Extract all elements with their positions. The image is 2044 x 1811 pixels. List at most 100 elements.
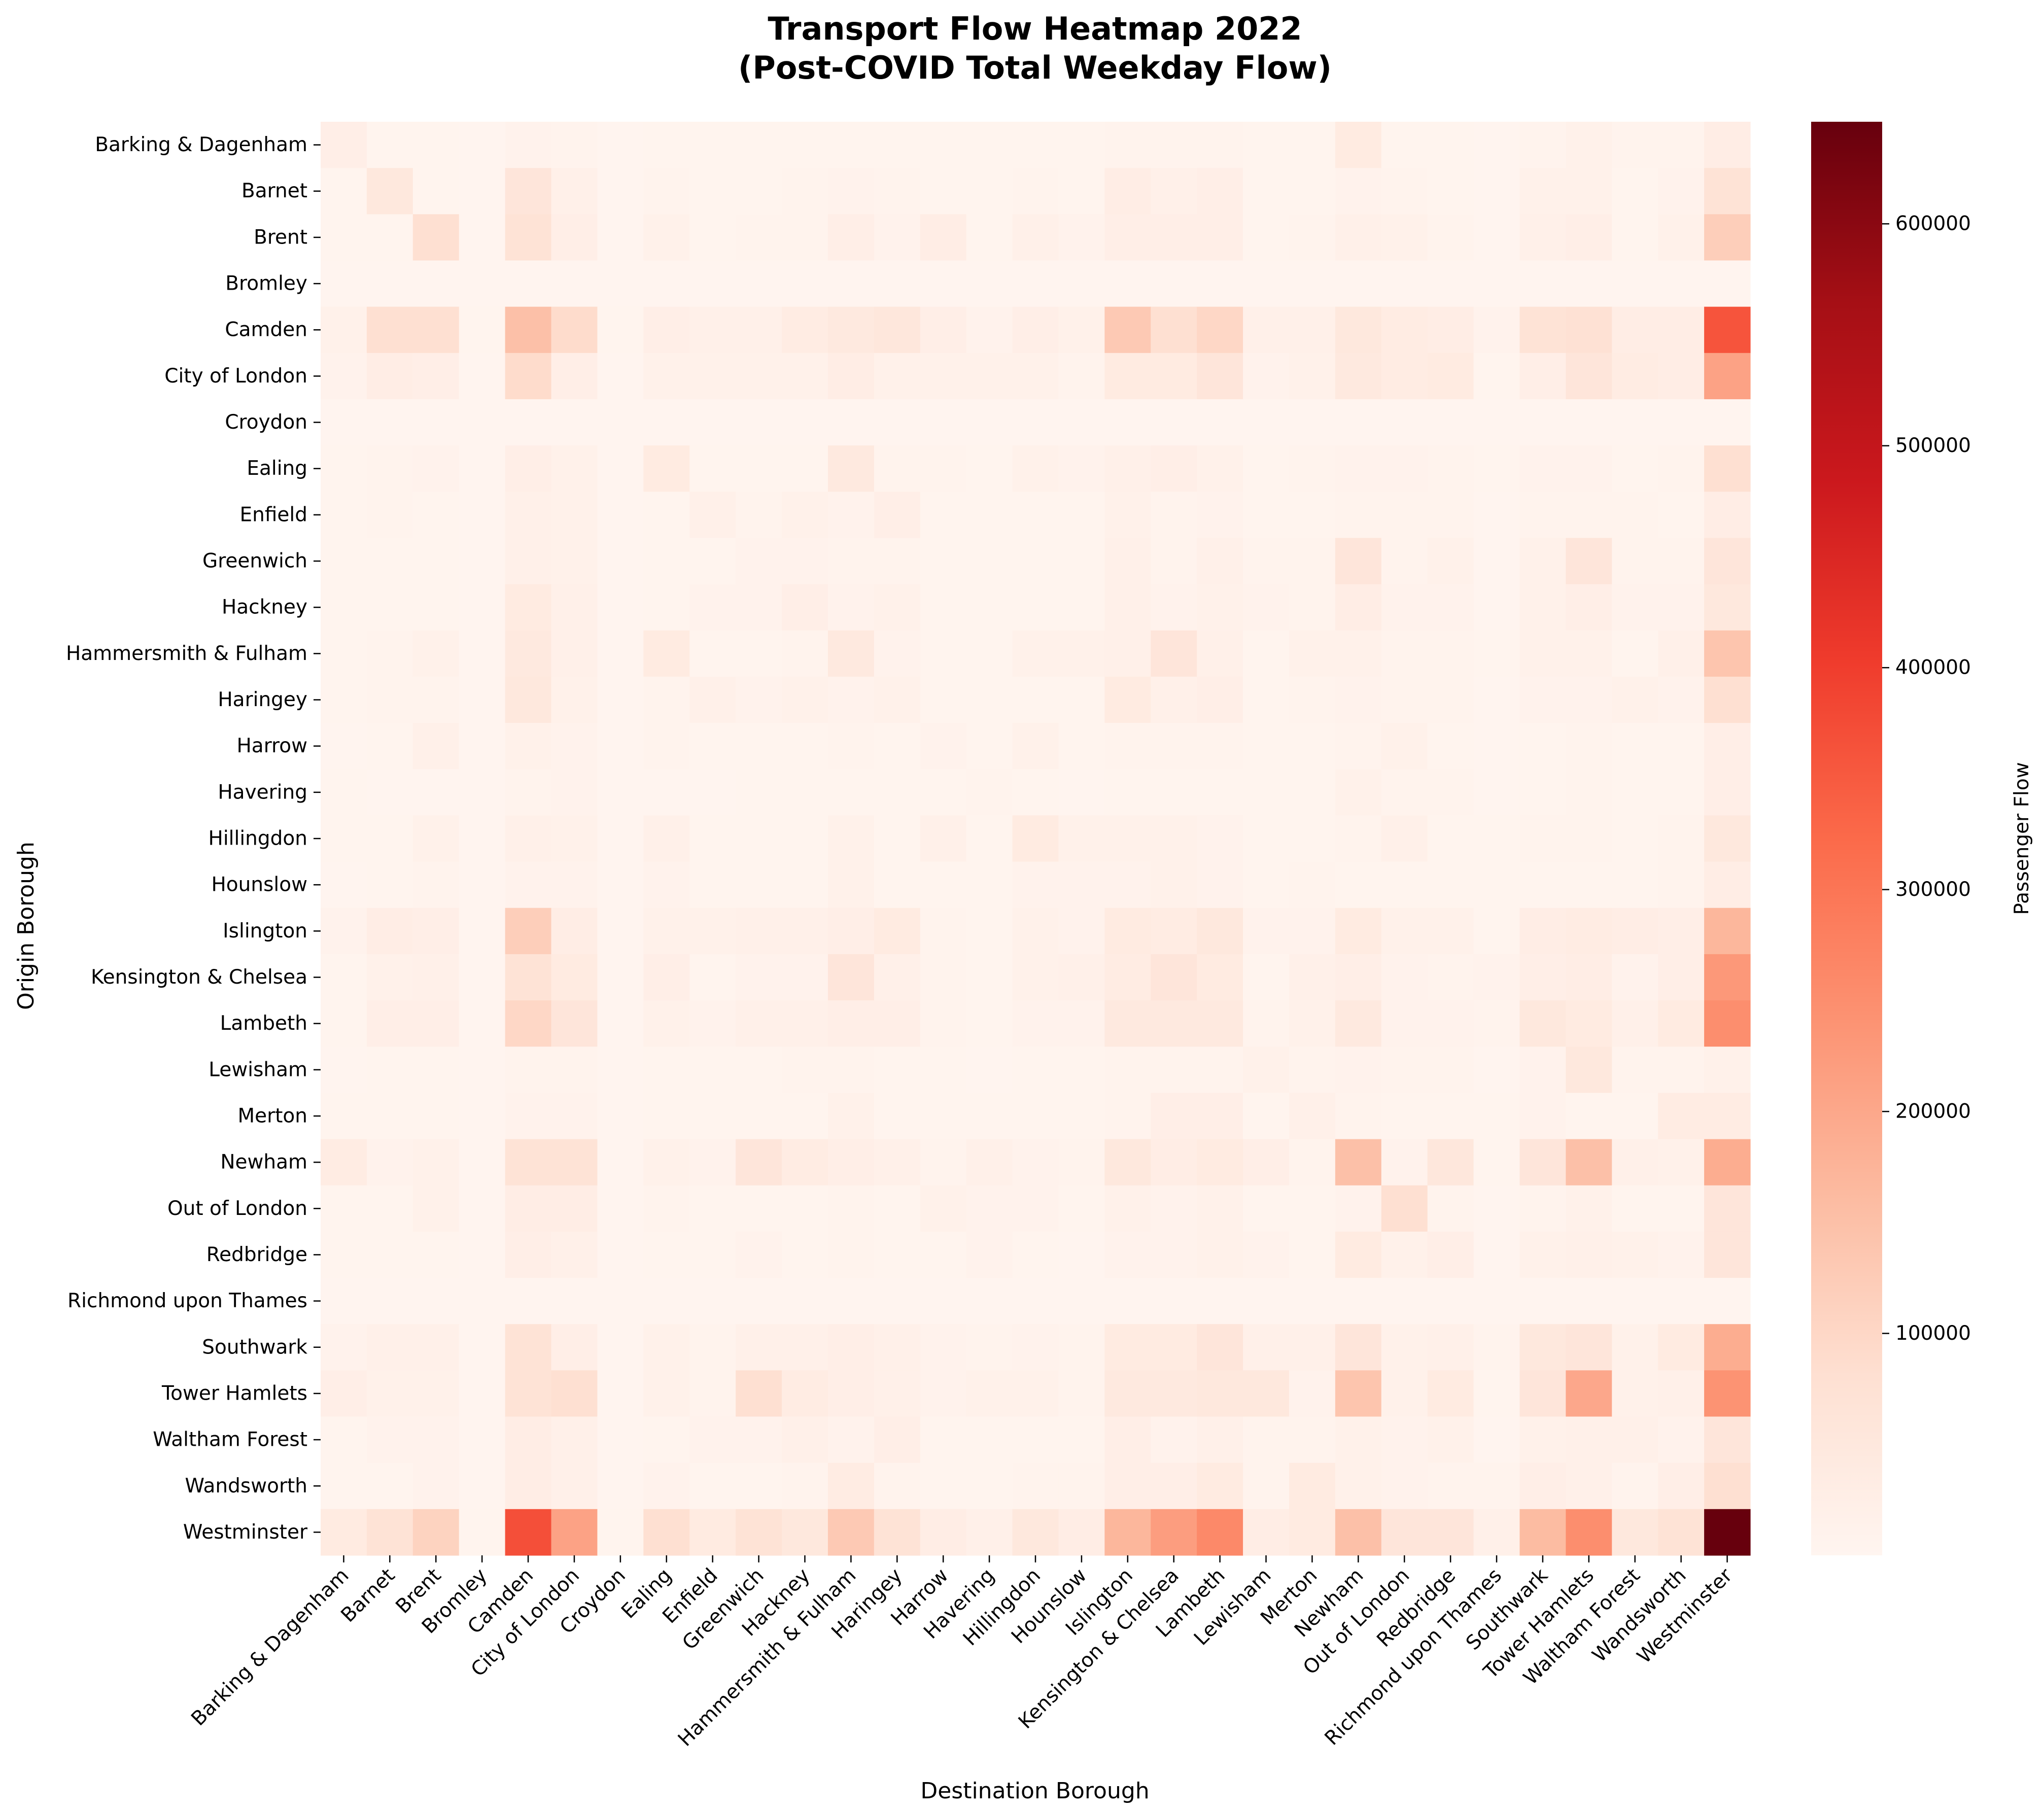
heatmap-cell-ealing-to-croydon — [597, 445, 644, 492]
heatmap-cell-croydon-to-lewisham — [1243, 399, 1290, 446]
heatmap-cell-bromley-to-hackney — [782, 260, 828, 307]
heatmap-cell-brent-to-waltham-forest — [1612, 214, 1658, 261]
heatmap-cell-hammersmith-and-fulham-to-enfield — [689, 630, 736, 677]
heatmap-cell-greenwich-to-hillingdon — [1012, 538, 1059, 585]
heatmap-cell-bromley-to-barking-and-dagenham — [321, 260, 367, 307]
heatmap-cell-lewisham-to-merton — [1289, 1047, 1336, 1093]
heatmap-cell-city-of-london-to-southwark — [1519, 353, 1566, 400]
heatmap-cell-lewisham-to-newham — [1335, 1047, 1382, 1093]
y-tick-label-city-of-london: City of London — [164, 365, 307, 388]
heatmap-cell-hammersmith-and-fulham-to-out-of-london — [1381, 630, 1428, 677]
heatmap-cell-camden-to-tower-hamlets — [1566, 306, 1612, 354]
heatmap-cell-out-of-london-to-richmond-upon-thames — [1473, 1185, 1520, 1232]
heatmap-cell-southwark-to-redbridge — [1427, 1324, 1474, 1371]
heatmap-cell-hillingdon-to-camden — [505, 815, 552, 862]
heatmap-cell-brent-to-out-of-london — [1381, 214, 1428, 261]
heatmap-cell-croydon-to-westminster — [1704, 399, 1751, 446]
heatmap-cell-harrow-to-hounslow — [1058, 723, 1105, 770]
heatmap-cell-havering-to-redbridge — [1427, 769, 1474, 816]
heatmap-cell-lewisham-to-city-of-london — [551, 1047, 598, 1093]
heatmap-cell-tower-hamlets-to-havering — [966, 1370, 1013, 1417]
heatmap-cell-merton-to-richmond-upon-thames — [1473, 1093, 1520, 1140]
heatmap-cell-westminster-to-hounslow — [1058, 1509, 1105, 1556]
y-tick-label-bromley: Bromley — [225, 272, 307, 295]
heatmap-cell-wandsworth-to-haringey — [874, 1462, 921, 1510]
heatmap-cell-greenwich-to-wandsworth — [1658, 538, 1705, 585]
heatmap-cell-islington-to-city-of-london — [551, 908, 598, 955]
heatmap-cell-hounslow-to-barking-and-dagenham — [321, 861, 367, 909]
heatmap-cell-lewisham-to-brent — [412, 1047, 460, 1093]
heatmap-cell-hillingdon-to-ealing — [643, 815, 690, 862]
heatmap-cell-barnet-to-westminster — [1704, 168, 1751, 215]
heatmap-cell-hillingdon-to-kensington-and-chelsea — [1151, 815, 1197, 862]
heatmap-cell-hounslow-to-enfield — [689, 861, 736, 909]
heatmap-cell-kensington-and-chelsea-to-enfield — [689, 954, 736, 1001]
heatmap-cell-newham-to-westminster — [1704, 1139, 1751, 1186]
heatmap-cell-barnet-to-lambeth — [1197, 168, 1243, 215]
heatmap-cell-bromley-to-camden — [505, 260, 552, 307]
heatmap-cell-haringey-to-barnet — [366, 676, 413, 723]
heatmap-cell-lewisham-to-hillingdon — [1012, 1047, 1059, 1093]
heatmap-cell-greenwich-to-barnet — [366, 538, 413, 585]
heatmap-cell-southwark-to-croydon — [597, 1324, 644, 1371]
heatmap-cell-tower-hamlets-to-kensington-and-chelsea — [1151, 1370, 1197, 1417]
heatmap-cell-kensington-and-chelsea-to-hounslow — [1058, 954, 1105, 1001]
heatmap-cell-croydon-to-out-of-london — [1381, 399, 1428, 446]
heatmap-cell-out-of-london-to-westminster — [1704, 1185, 1751, 1232]
heatmap-cell-camden-to-ealing — [643, 306, 690, 354]
heatmap-cell-wandsworth-to-hounslow — [1058, 1462, 1105, 1510]
heatmap-cell-southwark-to-out-of-london — [1381, 1324, 1428, 1371]
heatmap-cell-tower-hamlets-to-enfield — [689, 1370, 736, 1417]
heatmap-cell-harrow-to-havering — [966, 723, 1013, 770]
heatmap-cell-tower-hamlets-to-newham — [1335, 1370, 1382, 1417]
heatmap-cell-harrow-to-haringey — [874, 723, 921, 770]
heatmap-cell-camden-to-southwark — [1519, 306, 1566, 354]
heatmap-cell-city-of-london-to-bromley — [459, 353, 506, 400]
heatmap-cell-waltham-forest-to-waltham-forest — [1612, 1416, 1658, 1464]
heatmap-cell-westminster-to-westminster — [1704, 1509, 1751, 1556]
heatmap-cell-barking-and-dagenham-to-croydon — [597, 122, 644, 168]
heatmap-cell-kensington-and-chelsea-to-haringey — [874, 954, 921, 1001]
heatmap-cell-redbridge-to-barking-and-dagenham — [321, 1231, 367, 1278]
heatmap-cell-lewisham-to-westminster — [1704, 1047, 1751, 1093]
heatmap-cell-croydon-to-brent — [412, 399, 460, 446]
heatmap-cell-redbridge-to-hammersmith-and-fulham — [827, 1231, 875, 1278]
heatmap-cell-bromley-to-haringey — [874, 260, 921, 307]
heatmap-cell-croydon-to-islington — [1104, 399, 1151, 446]
heatmap-cell-harrow-to-wandsworth — [1658, 723, 1705, 770]
heatmap-cell-bromley-to-ealing — [643, 260, 690, 307]
heatmap-cell-brent-to-camden — [505, 214, 552, 261]
heatmap-cell-haringey-to-bromley — [459, 676, 506, 723]
heatmap-cell-brent-to-hounslow — [1058, 214, 1105, 261]
heatmap-cell-merton-to-southwark — [1519, 1093, 1566, 1140]
heatmap-cell-newham-to-hammersmith-and-fulham — [827, 1139, 875, 1186]
heatmap-cell-tower-hamlets-to-wandsworth — [1658, 1370, 1705, 1417]
heatmap-cell-harrow-to-newham — [1335, 723, 1382, 770]
heatmap-cell-merton-to-lewisham — [1243, 1093, 1290, 1140]
heatmap-cell-ealing-to-southwark — [1519, 445, 1566, 492]
heatmap-cell-westminster-to-hillingdon — [1012, 1509, 1059, 1556]
heatmap-cell-hammersmith-and-fulham-to-barking-and-dagenham — [321, 630, 367, 677]
heatmap-cell-enfield-to-waltham-forest — [1612, 492, 1658, 539]
heatmap-cell-islington-to-tower-hamlets — [1566, 908, 1612, 955]
heatmap-cell-waltham-forest-to-redbridge — [1427, 1416, 1474, 1464]
heatmap-cell-camden-to-camden — [505, 306, 552, 354]
heatmap-cell-lambeth-to-lewisham — [1243, 1000, 1290, 1047]
heatmap-cell-greenwich-to-ealing — [643, 538, 690, 585]
heatmap-cell-havering-to-hillingdon — [1012, 769, 1059, 816]
heatmap-cell-city-of-london-to-westminster — [1704, 353, 1751, 400]
heatmap-cell-barking-and-dagenham-to-redbridge — [1427, 122, 1474, 168]
heatmap-cell-brent-to-westminster — [1704, 214, 1751, 261]
y-tick-label-barking-and-dagenham: Barking & Dagenham — [95, 133, 307, 156]
heatmap-cell-southwark-to-greenwich — [736, 1324, 782, 1371]
heatmap-cell-hackney-to-waltham-forest — [1612, 584, 1658, 631]
heatmap-cell-out-of-london-to-hillingdon — [1012, 1185, 1059, 1232]
heatmap-cell-kensington-and-chelsea-to-barking-and-dagenham — [321, 954, 367, 1001]
heatmap-cell-croydon-to-hackney — [782, 399, 828, 446]
heatmap-cell-redbridge-to-richmond-upon-thames — [1473, 1231, 1520, 1278]
heatmap-cell-camden-to-hackney — [782, 306, 828, 354]
heatmap-cell-havering-to-lewisham — [1243, 769, 1290, 816]
heatmap-cell-merton-to-croydon — [597, 1093, 644, 1140]
heatmap-cell-barking-and-dagenham-to-westminster — [1704, 122, 1751, 168]
heatmap-cell-redbridge-to-havering — [966, 1231, 1013, 1278]
